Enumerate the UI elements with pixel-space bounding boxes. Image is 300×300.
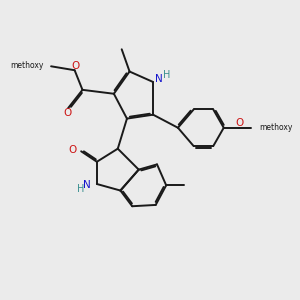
Text: methoxy: methoxy — [260, 123, 293, 132]
Text: O: O — [68, 145, 77, 155]
Text: methoxy: methoxy — [10, 61, 43, 70]
Text: O: O — [63, 108, 71, 118]
Text: H: H — [77, 184, 84, 194]
Text: O: O — [236, 118, 244, 128]
Text: N: N — [155, 74, 163, 84]
Text: N: N — [83, 180, 91, 190]
Text: H: H — [163, 70, 170, 80]
Text: O: O — [71, 61, 79, 71]
